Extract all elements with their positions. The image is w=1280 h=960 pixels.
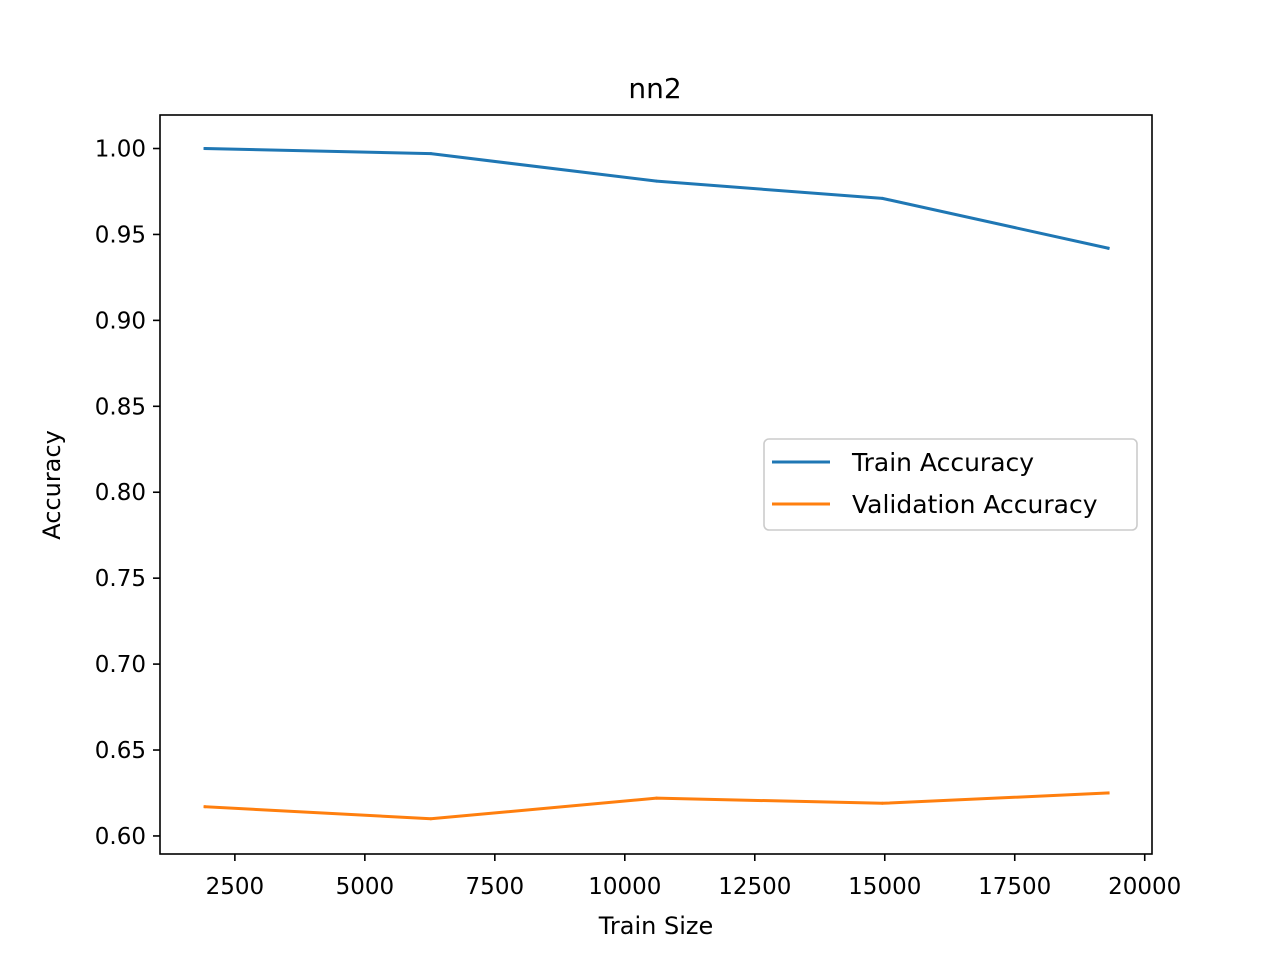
plot-frame — [159, 114, 1153, 855]
legend: Train Accuracy Validation Accuracy — [763, 438, 1138, 531]
data-point-train-accuracy — [429, 152, 433, 156]
data-point-validation-accuracy — [203, 805, 207, 809]
data-point-train-accuracy — [655, 179, 659, 183]
x-tick-label: 20000 — [1108, 874, 1181, 900]
x-tick-label: 12500 — [718, 874, 791, 900]
y-tick-label: 0.70 — [95, 652, 146, 678]
x-tick-label: 17500 — [978, 874, 1051, 900]
x-tick-label: 7500 — [466, 874, 525, 900]
y-tick-label: 0.95 — [95, 222, 146, 248]
y-axis: 0.60 0.65 0.70 0.75 0.80 0.85 0.90 0.95 1.00 — [95, 137, 160, 850]
data-point-train-accuracy — [203, 147, 207, 151]
data-point-validation-accuracy — [429, 817, 433, 821]
series-group — [203, 146, 1110, 821]
data-point-train-accuracy — [880, 196, 884, 200]
x-axis-label: Train Size — [598, 912, 713, 940]
data-point-validation-accuracy — [1106, 791, 1110, 795]
y-axis-label: Accuracy — [38, 430, 66, 540]
x-tick-label: 5000 — [336, 874, 395, 900]
x-tick-label: 15000 — [848, 874, 921, 900]
y-tick-label: 0.60 — [95, 824, 146, 850]
legend-label-train-accuracy: Train Accuracy — [851, 448, 1034, 477]
x-tick-label: 10000 — [588, 874, 661, 900]
data-point-validation-accuracy — [655, 796, 659, 800]
data-point-validation-accuracy — [880, 801, 884, 805]
y-tick-label: 0.85 — [95, 394, 146, 420]
y-tick-label: 0.80 — [95, 480, 146, 506]
legend-frame — [763, 438, 1138, 531]
chart-title: nn2 — [628, 72, 681, 105]
y-tick-label: 0.90 — [95, 308, 146, 334]
x-tick-label: 2500 — [206, 874, 265, 900]
y-tick-label: 0.65 — [95, 738, 146, 764]
x-axis: 2500 5000 7500 10000 12500 15000 17500 20000 — [206, 854, 1181, 900]
data-point-train-accuracy — [1106, 246, 1110, 250]
y-tick-label: 0.75 — [95, 566, 146, 592]
y-tick-label: 1.00 — [95, 137, 146, 163]
legend-label-validation-accuracy: Validation Accuracy — [852, 490, 1098, 519]
